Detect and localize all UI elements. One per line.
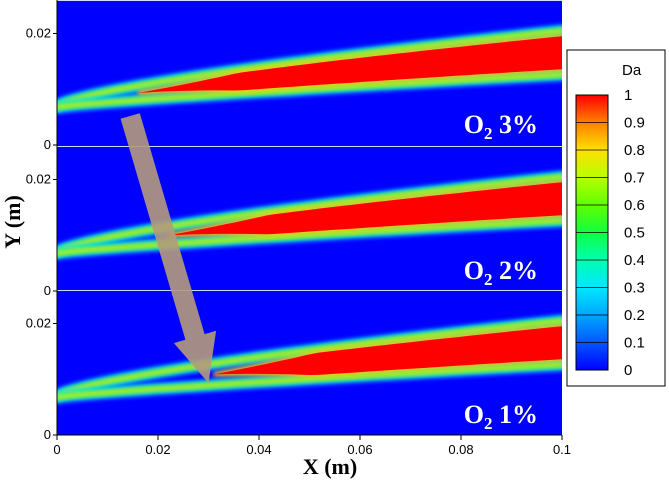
y-tick-label: 0.02 — [26, 171, 51, 186]
panel-label: O2 1% — [464, 400, 538, 433]
x-tick-label: 0 — [53, 442, 60, 457]
colorbar-legend: Da 1 0.9 0.8 0.7 0.6 0.5 0.4 0.3 0.2 0.1 0 — [566, 49, 666, 387]
colorbar-tick-label: 0.2 — [624, 307, 645, 324]
plot-area: O2 3% O2 2% O2 1% — [57, 0, 562, 435]
x-tick-label: 0.1 — [553, 442, 571, 457]
flame-core — [168, 182, 562, 236]
flame-core — [213, 326, 562, 375]
colorbar-tick-label: 0.6 — [624, 197, 645, 214]
y-tick-label: 0 — [44, 427, 51, 442]
y-tick-label: 0.02 — [26, 315, 51, 330]
panel-3: O2 1% — [57, 290, 562, 433]
flame-edge-glow — [57, 29, 562, 108]
x-axis-title: X (m) — [303, 454, 357, 479]
flame-edge-glow — [57, 319, 562, 398]
trend-arrow-shape — [120, 113, 217, 383]
colorbar-tick-label: 0.5 — [624, 225, 645, 242]
trend-arrow — [120, 113, 217, 383]
panel-1: O2 3% — [57, 0, 562, 143]
colorbar-tick-label: 0.1 — [624, 335, 645, 352]
y-tick-label: 0 — [44, 137, 51, 152]
colorbar-tick-label: 0.4 — [624, 252, 645, 269]
colorbar-outline — [575, 94, 609, 371]
x-tick-label: 0.02 — [145, 442, 170, 457]
panel-2: O2 2% — [57, 146, 562, 289]
panel-label: O2 3% — [464, 110, 538, 143]
y-axis: 0 0.02 0 0.02 0 0.02 — [26, 0, 58, 442]
y-axis-title: Y (m) — [0, 195, 25, 249]
flame-core — [137, 36, 562, 94]
colorbar-tick-label: 0.8 — [624, 142, 645, 159]
flame-edge-glow — [57, 175, 562, 254]
x-tick-label: 0.08 — [448, 442, 473, 457]
panel-label: O2 2% — [464, 256, 538, 289]
colorbar-tick-label: 0.3 — [624, 280, 645, 297]
colorbar-tick-label: 0.7 — [624, 170, 645, 187]
flame-edge-glow — [57, 73, 562, 109]
flame-edge-glow — [57, 219, 562, 255]
x-tick-label: 0.04 — [246, 442, 271, 457]
y-tick-label: 0 — [44, 283, 51, 298]
x-axis: 0 0.02 0.04 0.06 0.08 0.1 — [53, 434, 571, 457]
colorbar-tick-label: 0 — [624, 362, 632, 379]
colorbar-title: Da — [622, 62, 642, 79]
y-tick-label: 0.02 — [26, 25, 51, 40]
flame-edge-glow — [57, 363, 562, 399]
x-tick-label: 0.06 — [347, 442, 372, 457]
colorbar-tick-label: 0.9 — [624, 115, 645, 132]
colorbar-tick-label: 1 — [624, 87, 632, 104]
